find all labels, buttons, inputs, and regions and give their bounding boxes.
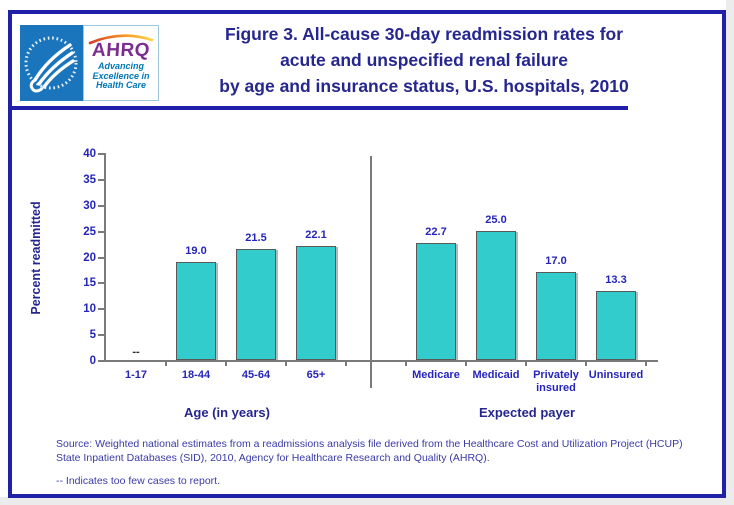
y-tick-label: 35: [83, 173, 96, 186]
x-axis-line: [104, 360, 658, 362]
bar-45-64: [236, 249, 276, 360]
y-tick-label: 10: [83, 303, 96, 316]
x-category-label: Privately insured: [533, 369, 579, 394]
x-axis-tick: [465, 362, 467, 366]
figure-title-line-2: acute and unspecified renal failure: [280, 50, 568, 70]
tagline-line: Excellence in: [92, 70, 150, 81]
bar-value-label: 22.1: [305, 229, 327, 241]
x-axis-tick: [585, 362, 587, 366]
y-tick-label: 15: [83, 277, 96, 290]
x-axis-tick: [165, 362, 167, 366]
tagline-line: Health Care: [95, 80, 147, 90]
y-axis-tick: [98, 360, 104, 362]
y-tick-label: 0: [89, 355, 96, 367]
x-axis-tick: [525, 362, 527, 366]
source-note: Source: Weighted national estimates from…: [56, 438, 683, 465]
bar-value-label: 21.5: [245, 232, 267, 244]
figure-sheet: AHRQ Advancing Excellence in Health Care…: [0, 0, 726, 498]
x-axis-tick: [405, 362, 407, 366]
y-tick-label: 5: [89, 329, 96, 342]
figure-title: Figure 3. All-cause 30-day readmission r…: [162, 21, 686, 99]
source-note-line-1: Source: Weighted national estimates from…: [56, 438, 683, 450]
source-note-line-2: State Inpatient Databases (SID), 2010, A…: [56, 451, 490, 464]
y-axis-tick: [98, 153, 104, 155]
x-category-label: 18-44: [181, 369, 211, 381]
y-axis-tick: [98, 178, 104, 181]
y-tick-label: 20: [83, 251, 96, 264]
bar-value-label: 13.3: [605, 274, 627, 286]
bar-value-label: 22.7: [425, 226, 447, 238]
bar-18-44: [176, 262, 216, 360]
y-tick-label: 30: [83, 199, 96, 212]
bar-value-label: 19.0: [185, 245, 207, 257]
ahrq-logo: AHRQ Advancing Excellence in Health Care: [20, 25, 159, 101]
tagline-line: Advancing: [97, 61, 144, 71]
ahrq-arc-icon: [88, 34, 154, 45]
x-category-label: Medicare: [412, 369, 460, 381]
y-axis-tick: [98, 308, 104, 311]
bar-chart: Percent readmitted Age (in years) Expect…: [12, 14, 722, 494]
bar-65-: [296, 246, 336, 360]
ahrq-wordmark: AHRQ Advancing Excellence in Health Care: [83, 25, 159, 101]
x-category-label: Medicaid: [472, 369, 520, 381]
group-divider-line: [370, 156, 372, 388]
x-axis-tick: [285, 362, 287, 366]
bar-medicare: [416, 243, 456, 360]
footnote: -- Indicates too few cases to report.: [56, 475, 220, 487]
y-tick-label: 25: [83, 225, 96, 238]
x-group-label-payer: Expected payer: [478, 405, 576, 420]
no-data-marker: --: [132, 346, 140, 358]
x-category-label: 65+: [306, 369, 326, 381]
bar-value-label: 25.0: [485, 214, 507, 226]
x-category-label: 1-17: [124, 369, 148, 381]
x-axis-tick: [645, 362, 647, 366]
bar-uninsured: [596, 291, 636, 360]
figure-title-line-3: by age and insurance status, U.S. hospit…: [219, 76, 629, 96]
hhs-eagle-icon: [20, 25, 83, 101]
y-axis-tick: [98, 256, 104, 259]
bar-privately-insured: [536, 272, 576, 360]
figure-panel: AHRQ Advancing Excellence in Health Care…: [8, 10, 726, 498]
x-group-label-age: Age (in years): [184, 405, 270, 420]
ahrq-tagline: Advancing Excellence in Health Care: [84, 61, 158, 91]
x-category-label: 45-64: [241, 369, 271, 381]
y-axis-tick: [98, 334, 104, 337]
x-axis-tick: [345, 362, 347, 366]
bar-value-label: 17.0: [545, 255, 567, 267]
y-axis-tick: [98, 204, 104, 207]
y-axis-title: Percent readmitted: [29, 201, 43, 315]
y-tick-label: 40: [83, 148, 96, 160]
y-axis-tick: [98, 282, 104, 285]
y-axis-tick: [98, 230, 104, 233]
x-axis-tick: [225, 362, 227, 366]
bar-medicaid: [476, 231, 516, 360]
figure-title-line-1: Figure 3. All-cause 30-day readmission r…: [224, 24, 624, 44]
x-category-label: Uninsured: [588, 369, 644, 381]
header-divider: [12, 106, 628, 110]
y-axis-line: [104, 153, 106, 362]
